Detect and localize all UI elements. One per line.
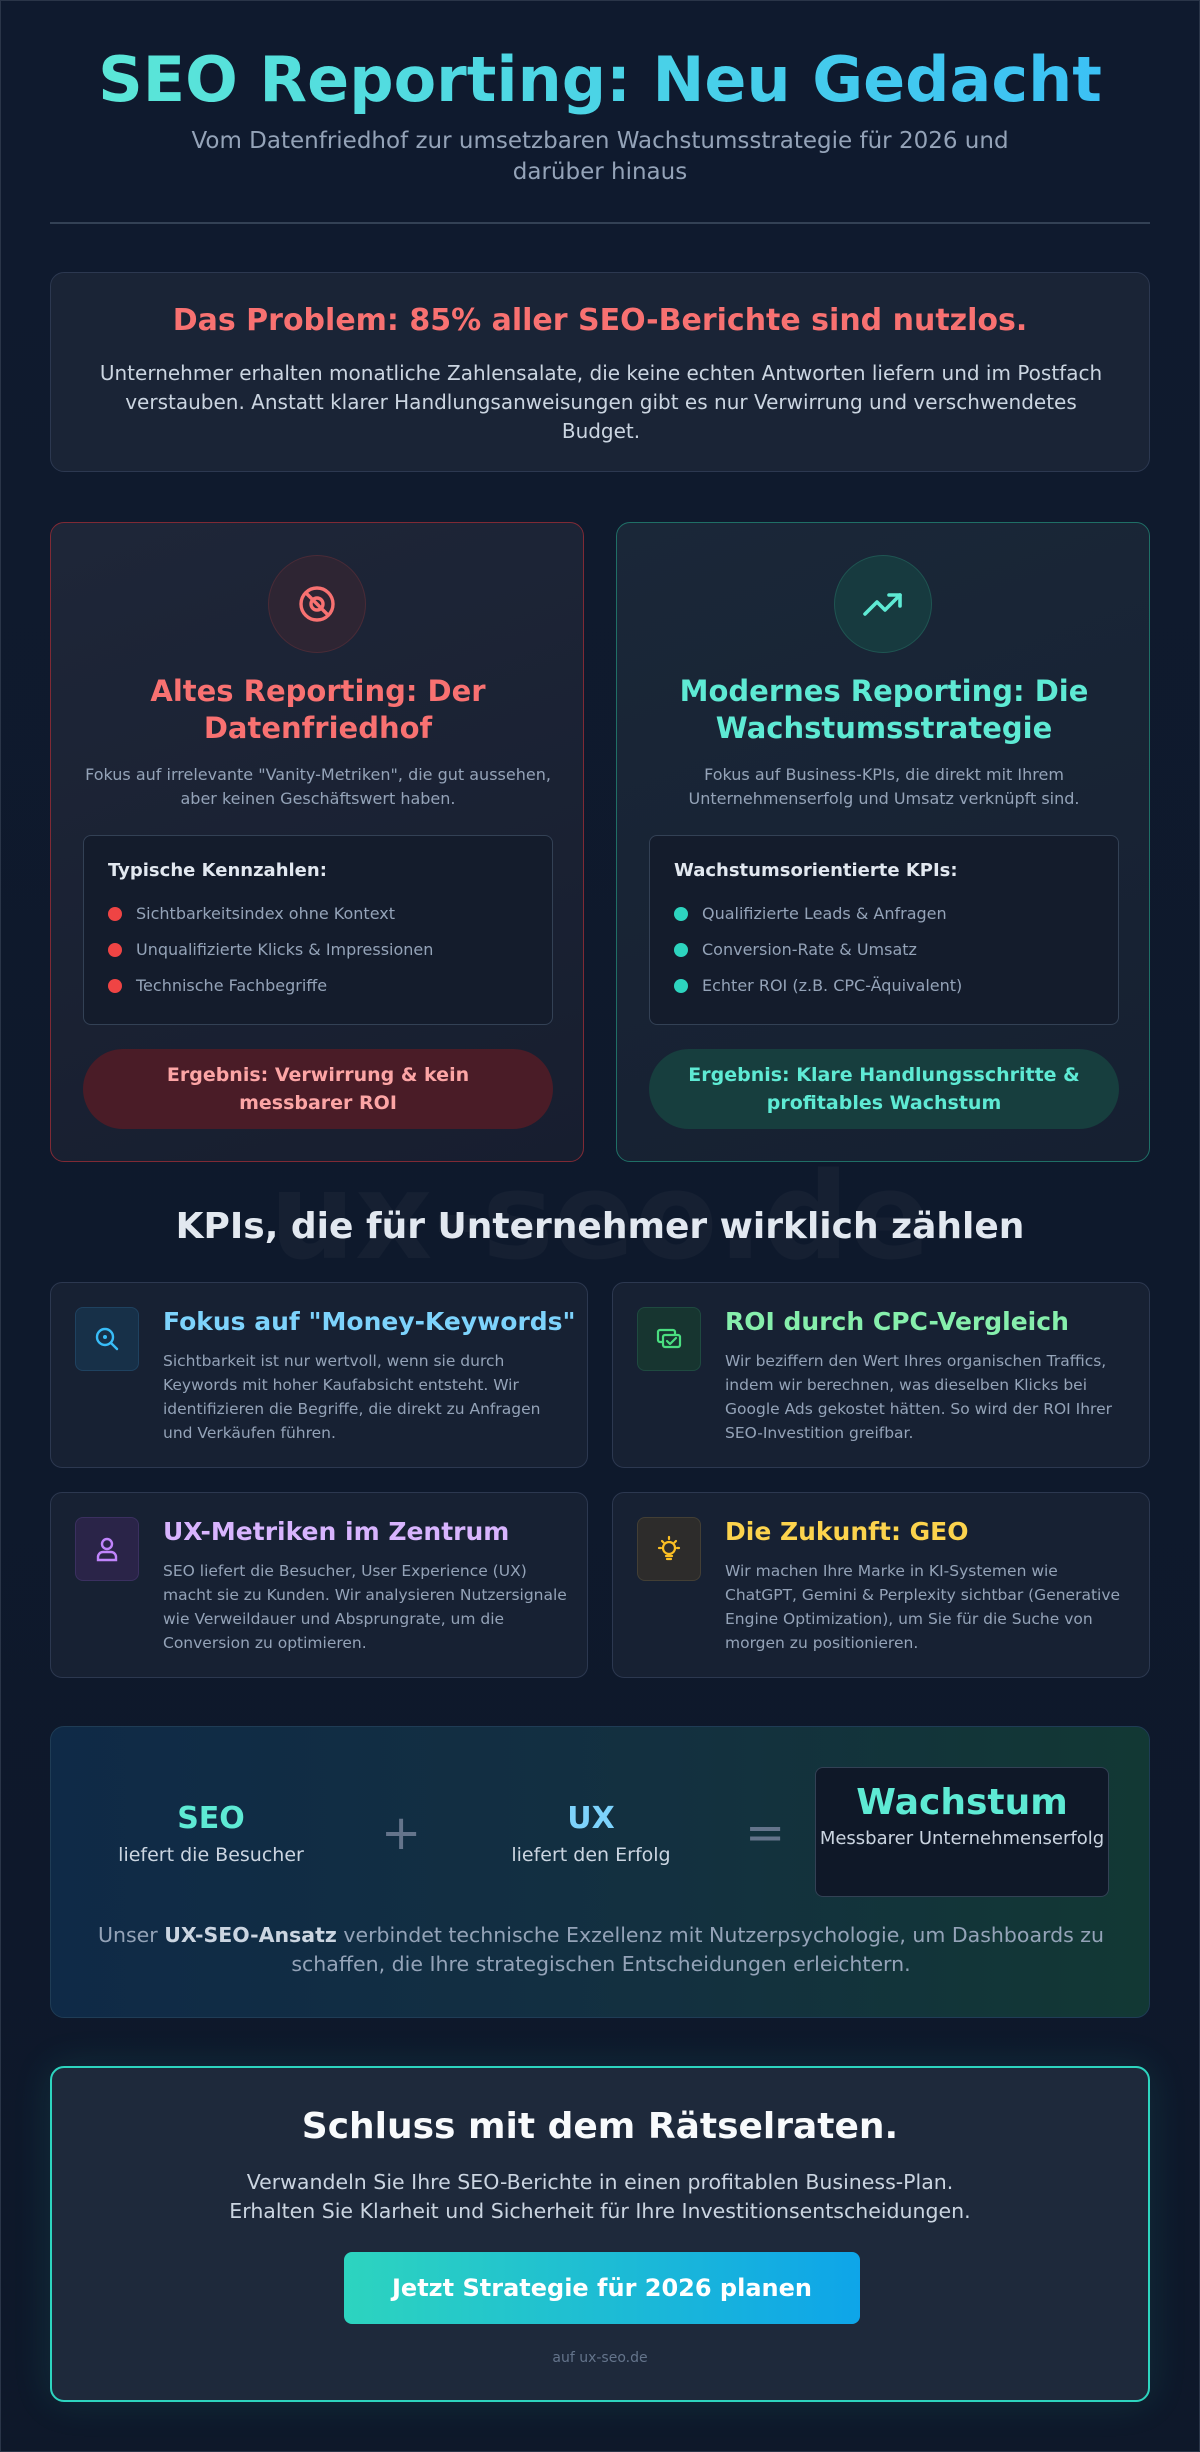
bullet-dot [108, 943, 122, 957]
formula-ux-label: UX [567, 1801, 615, 1836]
list-item: Conversion-Rate & Umsatz [674, 940, 962, 976]
kpi-card-money-keywords: Fokus auf "Money-Keywords" Sichtbarkeit … [50, 1282, 588, 1468]
kpi-card-text: Wir beziffern den Wert Ihres organischen… [725, 1352, 1113, 1442]
new-reporting-card: Modernes Reporting: Die Wachstumsstrateg… [616, 522, 1150, 1162]
bullet-dot [674, 943, 688, 957]
formula-result-label: Wachstum [856, 1782, 1068, 1823]
list-item: Echter ROI (z.B. CPC-Äquivalent) [674, 976, 962, 1012]
kpi-card-title: Die Zukunft: GEO [725, 1517, 969, 1546]
kpi-card-text: Wir machen Ihre Marke in KI-Systemen wie… [725, 1562, 1121, 1652]
old-reporting-description: Fokus auf irrelevante "Vanity-Metriken",… [85, 765, 551, 808]
kpi-card-roi-cpc: ROI durch CPC-Vergleich Wir beziffern de… [612, 1282, 1150, 1468]
plus-icon: + [381, 1805, 422, 1861]
formula-result-sub: Messbarer Unternehmenserfolg [819, 1828, 1105, 1849]
new-reporting-description: Fokus auf Business-KPIs, die direkt mit … [688, 765, 1080, 808]
search-icon [75, 1307, 139, 1371]
formula-seo: SEO liefert die Besucher [111, 1801, 311, 1866]
old-metrics-title: Typische Kennzahlen: [108, 860, 327, 881]
list-item-label: Qualifizierte Leads & Anfragen [702, 904, 947, 923]
cta-footnote: auf ux-seo.de [552, 2350, 648, 2366]
trending-up-icon [834, 555, 932, 653]
bullet-dot [108, 907, 122, 921]
cta-card: Schluss mit dem Rätselraten. Verwandeln … [50, 2066, 1150, 2402]
formula-note-bold: UX-SEO-Ansatz [164, 1923, 337, 1947]
page-title: SEO Reporting: Neu Gedacht [0, 40, 1200, 120]
cta-line-1: Verwandeln Sie Ihre SEO-Berichte in eine… [246, 2170, 954, 2194]
kpi-card-title: UX-Metriken im Zentrum [163, 1517, 510, 1546]
kpi-card-title: Fokus auf "Money-Keywords" [163, 1307, 576, 1336]
formula-seo-sub: liefert die Besucher [118, 1844, 304, 1866]
cta-text: Verwandeln Sie Ihre SEO-Berichte in eine… [52, 2168, 1148, 2226]
eye-slash-icon [268, 555, 366, 653]
cta-title: Schluss mit dem Rätselraten. [301, 2106, 899, 2147]
user-icon [75, 1517, 139, 1581]
problem-card: Das Problem: 85% aller SEO-Berichte sind… [50, 272, 1150, 472]
list-item: Sichtbarkeitsindex ohne Kontext [108, 904, 433, 940]
formula-card: SEO liefert die Besucher + UX liefert de… [50, 1726, 1150, 2018]
list-item: Technische Fachbegriffe [108, 976, 433, 1012]
old-metrics-box: Typische Kennzahlen: Sichtbarkeitsindex … [83, 835, 553, 1025]
lightbulb-icon [637, 1517, 701, 1581]
list-item-label: Technische Fachbegriffe [136, 976, 328, 995]
formula-seo-label: SEO [177, 1801, 245, 1836]
kpi-card-text: SEO liefert die Besucher, User Experienc… [163, 1562, 567, 1652]
list-item: Qualifizierte Leads & Anfragen [674, 904, 962, 940]
old-result-pill: Ergebnis: Verwirrung & kein messbarer RO… [83, 1049, 553, 1129]
old-reporting-title: Altes Reporting: Der Datenfriedhof [150, 674, 486, 745]
bullet-dot [674, 907, 688, 921]
new-result-pill: Ergebnis: Klare Handlungsschritte & prof… [649, 1049, 1119, 1129]
new-kpis-box: Wachstumsorientierte KPIs: Qualifizierte… [649, 835, 1119, 1025]
list-item-label: Unqualifizierte Klicks & Impressionen [136, 940, 434, 959]
kpi-card-ux-metrics: UX-Metriken im Zentrum SEO liefert die B… [50, 1492, 588, 1678]
kpi-card-geo: Die Zukunft: GEO Wir machen Ihre Marke i… [612, 1492, 1150, 1678]
kpi-card-title: ROI durch CPC-Vergleich [725, 1307, 1069, 1336]
list-item-label: Echter ROI (z.B. CPC-Äquivalent) [702, 976, 963, 995]
formula-ux-sub: liefert den Erfolg [511, 1844, 671, 1866]
old-reporting-card: Altes Reporting: Der Datenfriedhof Fokus… [50, 522, 584, 1162]
divider [50, 222, 1150, 224]
list-item-label: Conversion-Rate & Umsatz [702, 940, 917, 959]
cta-line-2: Erhalten Sie Klarheit und Sicherheit für… [229, 2199, 971, 2223]
kpi-card-text: Sichtbarkeit ist nur wertvoll, wenn sie … [163, 1352, 541, 1442]
page-subtitle: Vom Datenfriedhof zur umsetzbaren Wachst… [191, 128, 1009, 185]
plan-strategy-button[interactable]: Jetzt Strategie für 2026 planen [344, 2252, 860, 2324]
problem-text: Unternehmer erhalten monatliche Zahlensa… [99, 361, 1103, 443]
equals-icon: = [745, 1805, 786, 1861]
new-kpis-title: Wachstumsorientierte KPIs: [674, 860, 958, 881]
formula-ux: UX liefert den Erfolg [491, 1801, 691, 1866]
list-item-label: Sichtbarkeitsindex ohne Kontext [136, 904, 396, 923]
bullet-dot [108, 979, 122, 993]
formula-result-box: Wachstum Messbarer Unternehmenserfolg [815, 1767, 1109, 1897]
list-item: Unqualifizierte Klicks & Impressionen [108, 940, 433, 976]
bullet-dot [674, 979, 688, 993]
formula-note: Unser UX-SEO-Ansatz verbindet technische… [91, 1921, 1111, 1979]
formula-note-suffix: verbindet technische Exzellenz mit Nutze… [291, 1923, 1105, 1976]
money-check-icon [637, 1307, 701, 1371]
kpi-section-title: KPIs, die für Unternehmer wirklich zähle… [175, 1206, 1025, 1247]
new-reporting-title: Modernes Reporting: Die Wachstumsstrateg… [679, 674, 1089, 745]
problem-title: Das Problem: 85% aller SEO-Berichte sind… [172, 303, 1028, 338]
formula-note-prefix: Unser [97, 1923, 165, 1947]
